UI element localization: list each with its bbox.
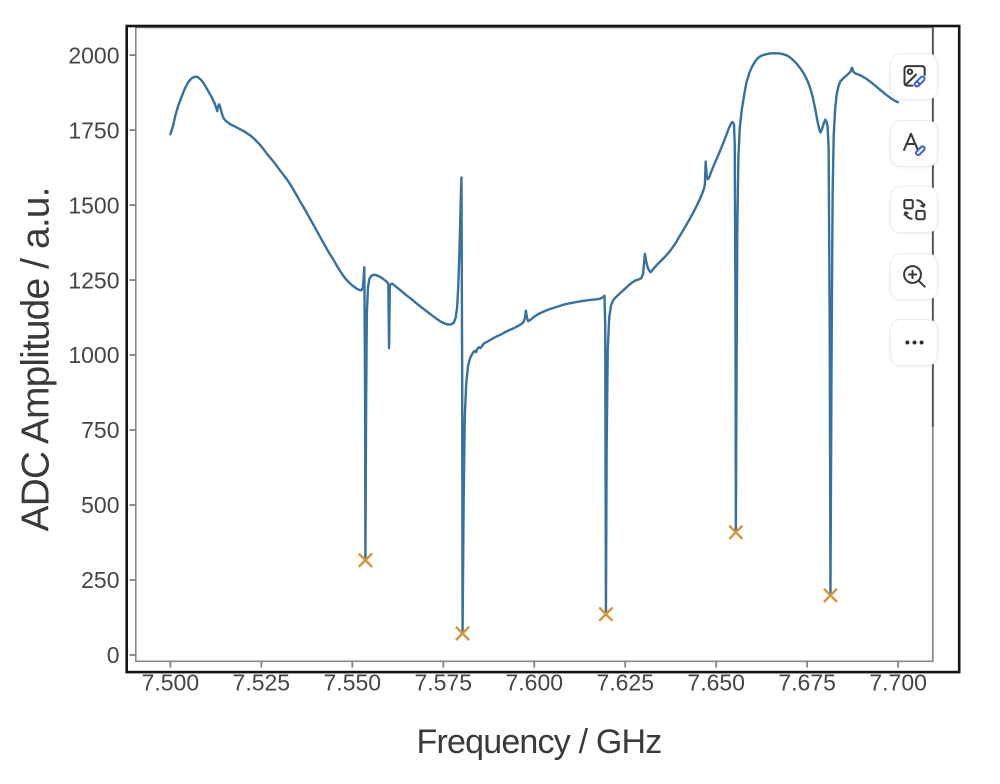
data-line [169,52,899,635]
text-edit-icon [902,132,926,156]
axes-frame [135,26,934,663]
zoom-in-icon [902,264,926,288]
y-tick-label: 2000 [68,42,119,68]
marker-x [598,607,614,622]
marker-x [728,525,743,540]
marker-x [823,588,838,603]
x-tick-label: 7.675 [778,670,836,696]
marker-x [455,626,470,641]
y-tick-label: 1000 [68,342,119,368]
y-tick-label: 1250 [68,267,119,293]
y-axis-label: ADC Amplitude / a.u. [15,187,58,531]
y-tick-label: 1500 [68,192,119,218]
x-tick-label: 7.600 [505,670,563,696]
x-tick-label: 7.525 [233,670,291,696]
y-tick-label: 750 [81,417,119,443]
edit-text-button[interactable] [890,119,938,167]
x-tick-label: 7.700 [869,670,927,696]
x-tick-label: 7.625 [596,670,654,696]
zoom-in-button[interactable] [890,252,938,300]
swap-visual-button[interactable] [890,186,938,233]
x-tick-label: 7.550 [324,670,382,696]
x-tick-label: 7.575 [414,670,472,696]
image-edit-icon [903,65,926,88]
y-tick-label: 1750 [68,117,119,143]
y-tick-label: 250 [81,567,119,593]
x-axis-label: Frequency / GHz [417,723,662,761]
plot-border [125,24,961,674]
ellipsis-icon [904,340,924,345]
edit-image-button[interactable] [890,53,938,100]
more-options-button[interactable] [890,319,938,366]
marker-x [358,553,373,568]
swap-icon [902,198,926,221]
y-tick-label: 0 [107,642,120,668]
x-tick-label: 7.650 [687,670,745,696]
y-tick-label: 500 [81,492,119,518]
x-tick-label: 7.500 [142,670,200,696]
